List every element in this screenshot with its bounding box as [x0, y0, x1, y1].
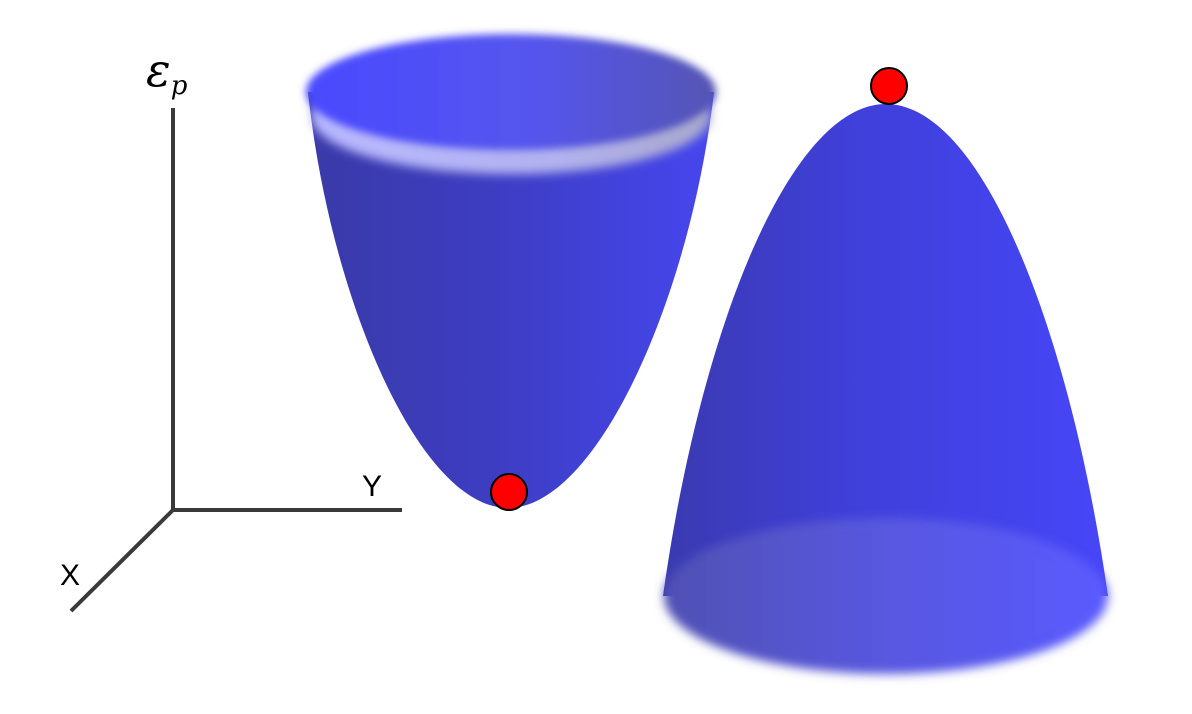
- y-axis-label: Y: [362, 470, 382, 503]
- dome-body: [663, 104, 1108, 596]
- dome-base: [664, 518, 1108, 674]
- bowl-opening: [306, 34, 716, 150]
- energy-symbol: ε: [146, 43, 171, 97]
- energy-axis-label: εp: [146, 43, 188, 101]
- bowl-surface: [306, 34, 716, 511]
- ball-at-minimum: [490, 473, 528, 511]
- energy-subscript: p: [171, 71, 188, 101]
- ball-at-maximum: [870, 67, 908, 105]
- x-axis: [69, 508, 175, 613]
- bowl-body: [308, 92, 714, 508]
- coordinate-axes: εp Y X: [60, 43, 402, 613]
- dome-surface: [663, 67, 1108, 674]
- x-axis-label: X: [60, 559, 80, 592]
